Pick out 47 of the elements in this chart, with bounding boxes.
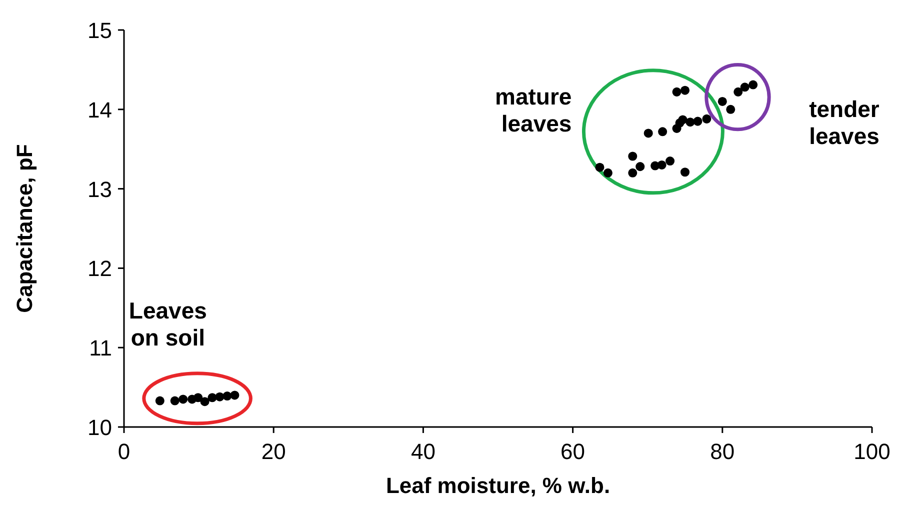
point <box>718 96 727 106</box>
y-tick-label: 11 <box>89 336 112 361</box>
point <box>693 116 702 126</box>
point <box>680 168 690 177</box>
point <box>702 114 712 124</box>
y-tick-label: 14 <box>88 97 112 122</box>
y-tick-label: 12 <box>88 256 112 282</box>
point <box>208 393 217 402</box>
point <box>740 82 750 92</box>
point <box>194 393 203 402</box>
point <box>603 168 612 178</box>
point <box>657 160 666 170</box>
x-tick-label: 60 <box>560 439 586 464</box>
point <box>230 390 240 400</box>
x-axis-title: Leaf moisture, % w.b. <box>386 473 610 498</box>
point <box>686 118 695 127</box>
point <box>636 162 645 172</box>
point <box>678 115 688 124</box>
point <box>628 168 638 178</box>
point <box>628 152 638 161</box>
x-tick-label: 0 <box>118 439 130 464</box>
y-tick-label: 10 <box>88 415 112 440</box>
annotation: tender leaves <box>809 96 880 150</box>
point <box>155 396 164 406</box>
y-tick-label: 13 <box>88 176 112 202</box>
point <box>595 162 604 172</box>
x-tick-label: 100 <box>854 439 890 464</box>
y-tick-label: 15 <box>88 18 112 43</box>
point <box>734 87 743 96</box>
point <box>726 104 736 114</box>
point <box>222 392 232 401</box>
point <box>680 86 690 95</box>
point <box>170 396 180 406</box>
annotation: mature leaves <box>495 84 572 137</box>
x-tick-label: 80 <box>710 439 735 464</box>
point <box>215 392 224 402</box>
x-tick-label: 20 <box>261 439 286 464</box>
point <box>748 80 758 90</box>
point <box>644 128 653 138</box>
point <box>200 397 210 406</box>
point <box>658 127 668 136</box>
point <box>666 156 675 166</box>
point <box>178 394 188 404</box>
y-axis-title: Capacitance, pF <box>12 144 37 313</box>
x-tick-label: 40 <box>410 439 436 464</box>
point <box>672 87 682 96</box>
annotation: Leaves on soil <box>128 297 207 350</box>
